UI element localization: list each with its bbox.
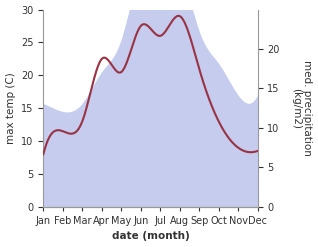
Y-axis label: max temp (C): max temp (C) [5, 72, 16, 144]
X-axis label: date (month): date (month) [112, 231, 189, 242]
Y-axis label: med. precipitation
(kg/m2): med. precipitation (kg/m2) [291, 60, 313, 156]
